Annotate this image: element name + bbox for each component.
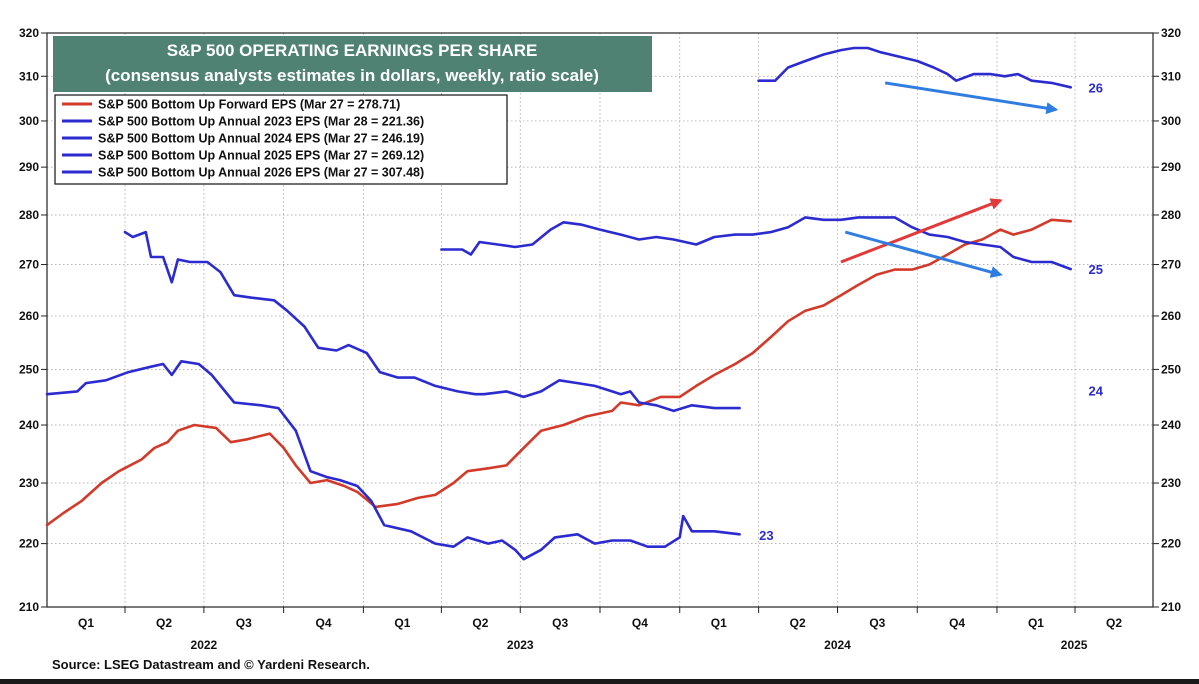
source-note: Source: LSEG Datastream and © Yardeni Re…	[52, 657, 370, 672]
series-end-label: 25	[1089, 262, 1103, 277]
legend-box	[54, 94, 508, 185]
y-tick-label-left: 310	[19, 69, 39, 83]
y-tick-label-left: 230	[19, 476, 39, 490]
y-tick-label-left: 260	[19, 309, 39, 323]
series-end-label: 26	[1089, 80, 1103, 95]
y-tick-label-right: 270	[1161, 258, 1181, 272]
axes: 210 210 220 220 230 230 240 240 250 250 260 260 270 2…	[19, 26, 1181, 652]
x-quarter-label: Q1	[1028, 616, 1044, 630]
legend-item-2026: S&P 500 Bottom Up Annual 2026 EPS (Mar 2…	[98, 166, 424, 180]
trend-arrows	[840, 81, 1059, 278]
legend-item-2025: S&P 500 Bottom Up Annual 2025 EPS (Mar 2…	[98, 149, 424, 163]
legend-item-forward: S&P 500 Bottom Up Forward EPS (Mar 27 = …	[98, 98, 400, 112]
x-year-label: 2022	[191, 638, 218, 652]
x-quarter-label: Q4	[632, 616, 648, 630]
y-tick-label-left: 290	[19, 160, 39, 174]
y-tick-label-left: 250	[19, 362, 39, 376]
x-year-label: 2025	[1061, 638, 1088, 652]
x-quarter-label: Q1	[394, 616, 410, 630]
x-quarter-label: Q1	[711, 616, 727, 630]
series-line-3	[440, 216, 1072, 271]
series-group	[45, 46, 1072, 561]
y-tick-label-left: 300	[19, 114, 39, 128]
y-tick-label-left: 220	[19, 537, 39, 551]
x-quarter-label: Q2	[1106, 616, 1122, 630]
y-tick-label-right: 260	[1161, 309, 1181, 323]
series-end-label: 24	[1089, 383, 1104, 398]
x-quarter-label: Q3	[869, 616, 885, 630]
chart-subtitle: (consensus analysts estimates in dollars…	[105, 66, 599, 85]
y-tick-label-right: 250	[1161, 362, 1181, 376]
x-quarter-label: Q2	[156, 616, 172, 630]
y-tick-label-right: 210	[1161, 600, 1181, 614]
y-tick-label-right: 230	[1161, 476, 1181, 490]
y-tick-label-left: 240	[19, 418, 39, 432]
y-tick-label-left: 210	[19, 600, 39, 614]
x-quarter-label: Q4	[949, 616, 965, 630]
legend-item-2024: S&P 500 Bottom Up Annual 2024 EPS (Mar 2…	[98, 132, 424, 146]
x-quarter-label: Q3	[552, 616, 568, 630]
series-end-labels: 26 25 24 23	[759, 80, 1104, 543]
series-line-1	[123, 230, 741, 413]
x-quarter-label: Q2	[790, 616, 806, 630]
y-tick-label-right: 220	[1161, 537, 1181, 551]
trend-arrow-blue	[884, 81, 1059, 115]
x-year-label: 2024	[824, 638, 851, 652]
chart-title: S&P 500 OPERATING EARNINGS PER SHARE	[167, 41, 538, 60]
trend-arrow-red	[840, 198, 1003, 264]
series-line-4	[757, 46, 1072, 89]
legend: S&P 500 Bottom Up Forward EPS (Mar 27 = …	[54, 94, 508, 185]
y-tick-label-right: 290	[1161, 160, 1181, 174]
y-tick-label-right: 300	[1161, 114, 1181, 128]
y-tick-label-left: 270	[19, 258, 39, 272]
y-tick-label-right: 280	[1161, 208, 1181, 222]
y-tick-label-left: 280	[19, 208, 39, 222]
x-quarter-label: Q1	[78, 616, 94, 630]
series-end-label: 23	[759, 528, 773, 543]
x-quarter-label: Q4	[315, 616, 331, 630]
y-tick-label-left: 320	[19, 26, 39, 40]
title-box: S&P 500 OPERATING EARNINGS PER SHARE (co…	[53, 36, 652, 92]
y-tick-label-right: 320	[1161, 26, 1181, 40]
legend-item-2023: S&P 500 Bottom Up Annual 2023 EPS (Mar 2…	[98, 115, 424, 129]
trend-arrow-blue	[844, 230, 1003, 278]
title-background	[53, 36, 652, 92]
series-line-0	[45, 218, 1072, 527]
series-line-2	[45, 360, 741, 561]
x-quarter-label: Q3	[236, 616, 252, 630]
y-tick-label-right: 310	[1161, 69, 1181, 83]
x-year-label: 2023	[507, 638, 534, 652]
x-quarter-label: Q2	[472, 616, 488, 630]
y-tick-label-right: 240	[1161, 418, 1181, 432]
